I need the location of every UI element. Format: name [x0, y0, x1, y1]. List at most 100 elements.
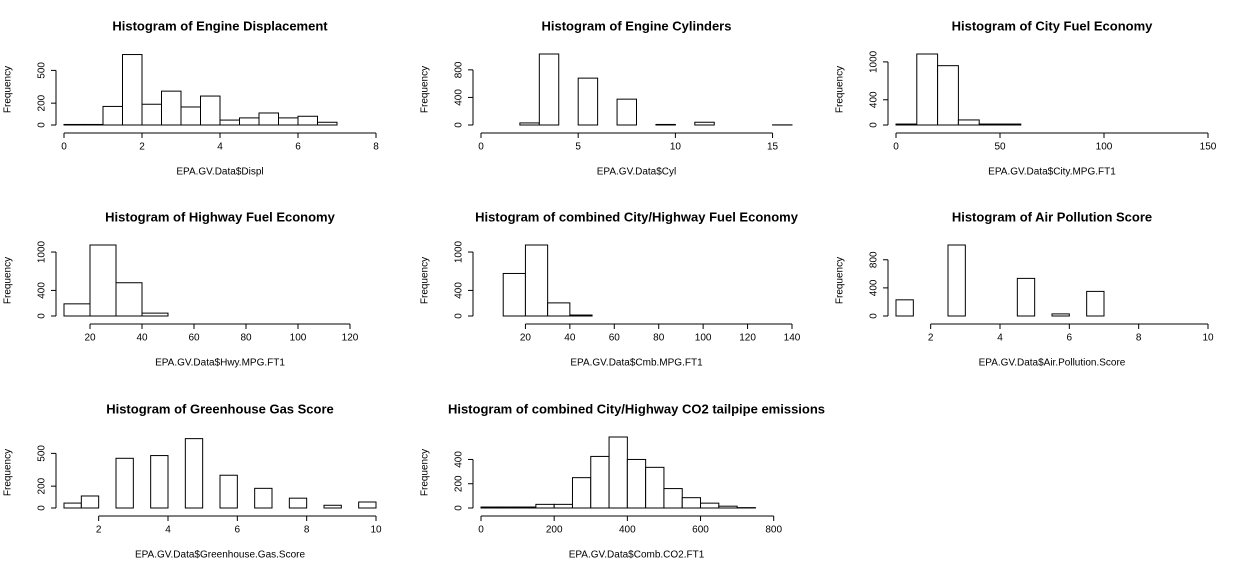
y-tick-label: 200: [37, 477, 48, 494]
bar: [681, 497, 702, 509]
x-tick-label: 50: [994, 142, 1006, 153]
x-tick-label: 8: [1136, 333, 1142, 344]
bar: [999, 123, 1022, 126]
y-tick-label: 500: [37, 62, 48, 79]
bar: [89, 244, 117, 317]
bar: [608, 436, 628, 509]
x-tick-label: 600: [692, 525, 709, 536]
bar: [502, 272, 526, 317]
bar: [700, 502, 720, 509]
y-tick-label: 400: [869, 91, 880, 108]
x-tick-label: 60: [188, 333, 200, 344]
chart-title: Histogram of combined City/Highway CO2 t…: [448, 401, 825, 416]
bar: [577, 77, 599, 126]
x-tick-label: 0: [478, 142, 484, 153]
bar: [937, 65, 959, 126]
bar: [1016, 277, 1036, 317]
bar: [200, 95, 221, 126]
y-axis-label: Frequency: [835, 66, 846, 113]
y-axis-label: Frequency: [835, 257, 846, 304]
bar: [645, 466, 665, 509]
bar: [569, 314, 593, 317]
bar: [278, 117, 299, 126]
chart-title: Histogram of Air Pollution Score: [952, 209, 1152, 224]
bar: [141, 103, 162, 126]
y-axis-label: Frequency: [3, 449, 14, 496]
bar: [141, 312, 169, 317]
y-tick-label: 400: [454, 451, 465, 468]
x-tick-label: 0: [478, 525, 484, 536]
y-tick-label: 1000: [869, 50, 880, 73]
chart-title: Histogram of City Fuel Economy: [952, 18, 1154, 33]
bar: [102, 105, 123, 126]
bar: [323, 504, 342, 509]
x-tick-label: 200: [546, 525, 563, 536]
bar: [538, 53, 560, 126]
y-tick-label: 0: [37, 505, 48, 511]
bar: [63, 502, 82, 509]
y-axis-label: Frequency: [3, 66, 14, 113]
chart-title: Histogram of Greenhouse Gas Score: [106, 401, 334, 416]
y-tick-label: 200: [454, 475, 465, 492]
bar: [547, 302, 571, 317]
y-axis-label: Frequency: [420, 66, 431, 113]
bar: [553, 503, 573, 509]
chart-title: Histogram of Engine Cylinders: [542, 18, 732, 33]
y-tick-label: 0: [869, 313, 880, 319]
x-axis-label: EPA.GV.Data$Hwy.MPG.FT1: [155, 358, 285, 369]
bar: [254, 487, 273, 509]
bar: [115, 457, 134, 509]
bar: [115, 282, 143, 317]
x-tick-label: 0: [893, 142, 899, 153]
y-axis-label: Frequency: [3, 257, 14, 304]
bar: [916, 53, 939, 126]
x-axis-label: EPA.GV.Data$City.MPG.FT1: [988, 167, 1116, 178]
bar: [524, 244, 549, 317]
x-tick-label: 4: [165, 525, 171, 536]
x-tick-label: 0: [61, 142, 67, 153]
x-tick-label: 120: [342, 333, 359, 344]
bar: [83, 123, 104, 126]
bar: [663, 488, 683, 509]
chart-title: Histogram of combined City/Highway Fuel …: [475, 209, 799, 224]
bar: [616, 98, 637, 126]
y-tick-label: 0: [869, 122, 880, 128]
bar: [694, 121, 715, 126]
bar: [1051, 313, 1070, 317]
bar: [358, 501, 377, 509]
x-tick-label: 40: [136, 333, 148, 344]
x-tick-label: 120: [739, 333, 756, 344]
y-tick-label: 400: [454, 89, 465, 106]
y-tick-label: 1000: [37, 240, 48, 263]
x-tick-label: 6: [1067, 333, 1073, 344]
y-tick-label: 0: [454, 122, 465, 128]
bar: [947, 244, 966, 317]
bar: [895, 123, 918, 126]
x-tick-label: 10: [370, 525, 382, 536]
bar: [655, 123, 676, 126]
x-tick-label: 800: [765, 525, 782, 536]
y-tick-label: 800: [869, 251, 880, 268]
y-tick-label: 1000: [454, 240, 465, 263]
y-tick-label: 400: [454, 282, 465, 299]
bar: [519, 122, 540, 126]
chart-title: Histogram of Highway Fuel Economy: [105, 209, 335, 224]
x-tick-label: 10: [670, 142, 682, 153]
bar: [161, 90, 182, 126]
bar: [288, 497, 308, 509]
x-tick-label: 140: [784, 333, 801, 344]
y-axis-label: Frequency: [420, 449, 431, 496]
bar: [957, 119, 980, 126]
x-tick-label: 2: [96, 525, 102, 536]
bar: [626, 458, 647, 509]
x-tick-label: 8: [373, 142, 379, 153]
x-tick-label: 80: [653, 333, 665, 344]
x-tick-label: 100: [290, 333, 307, 344]
x-tick-label: 4: [217, 142, 223, 153]
x-tick-label: 6: [235, 525, 241, 536]
y-tick-label: 400: [869, 279, 880, 296]
x-tick-label: 10: [1202, 333, 1214, 344]
x-axis-label: EPA.GV.Data$Displ: [176, 167, 263, 178]
x-axis-label: EPA.GV.Data$Cyl: [597, 167, 676, 178]
